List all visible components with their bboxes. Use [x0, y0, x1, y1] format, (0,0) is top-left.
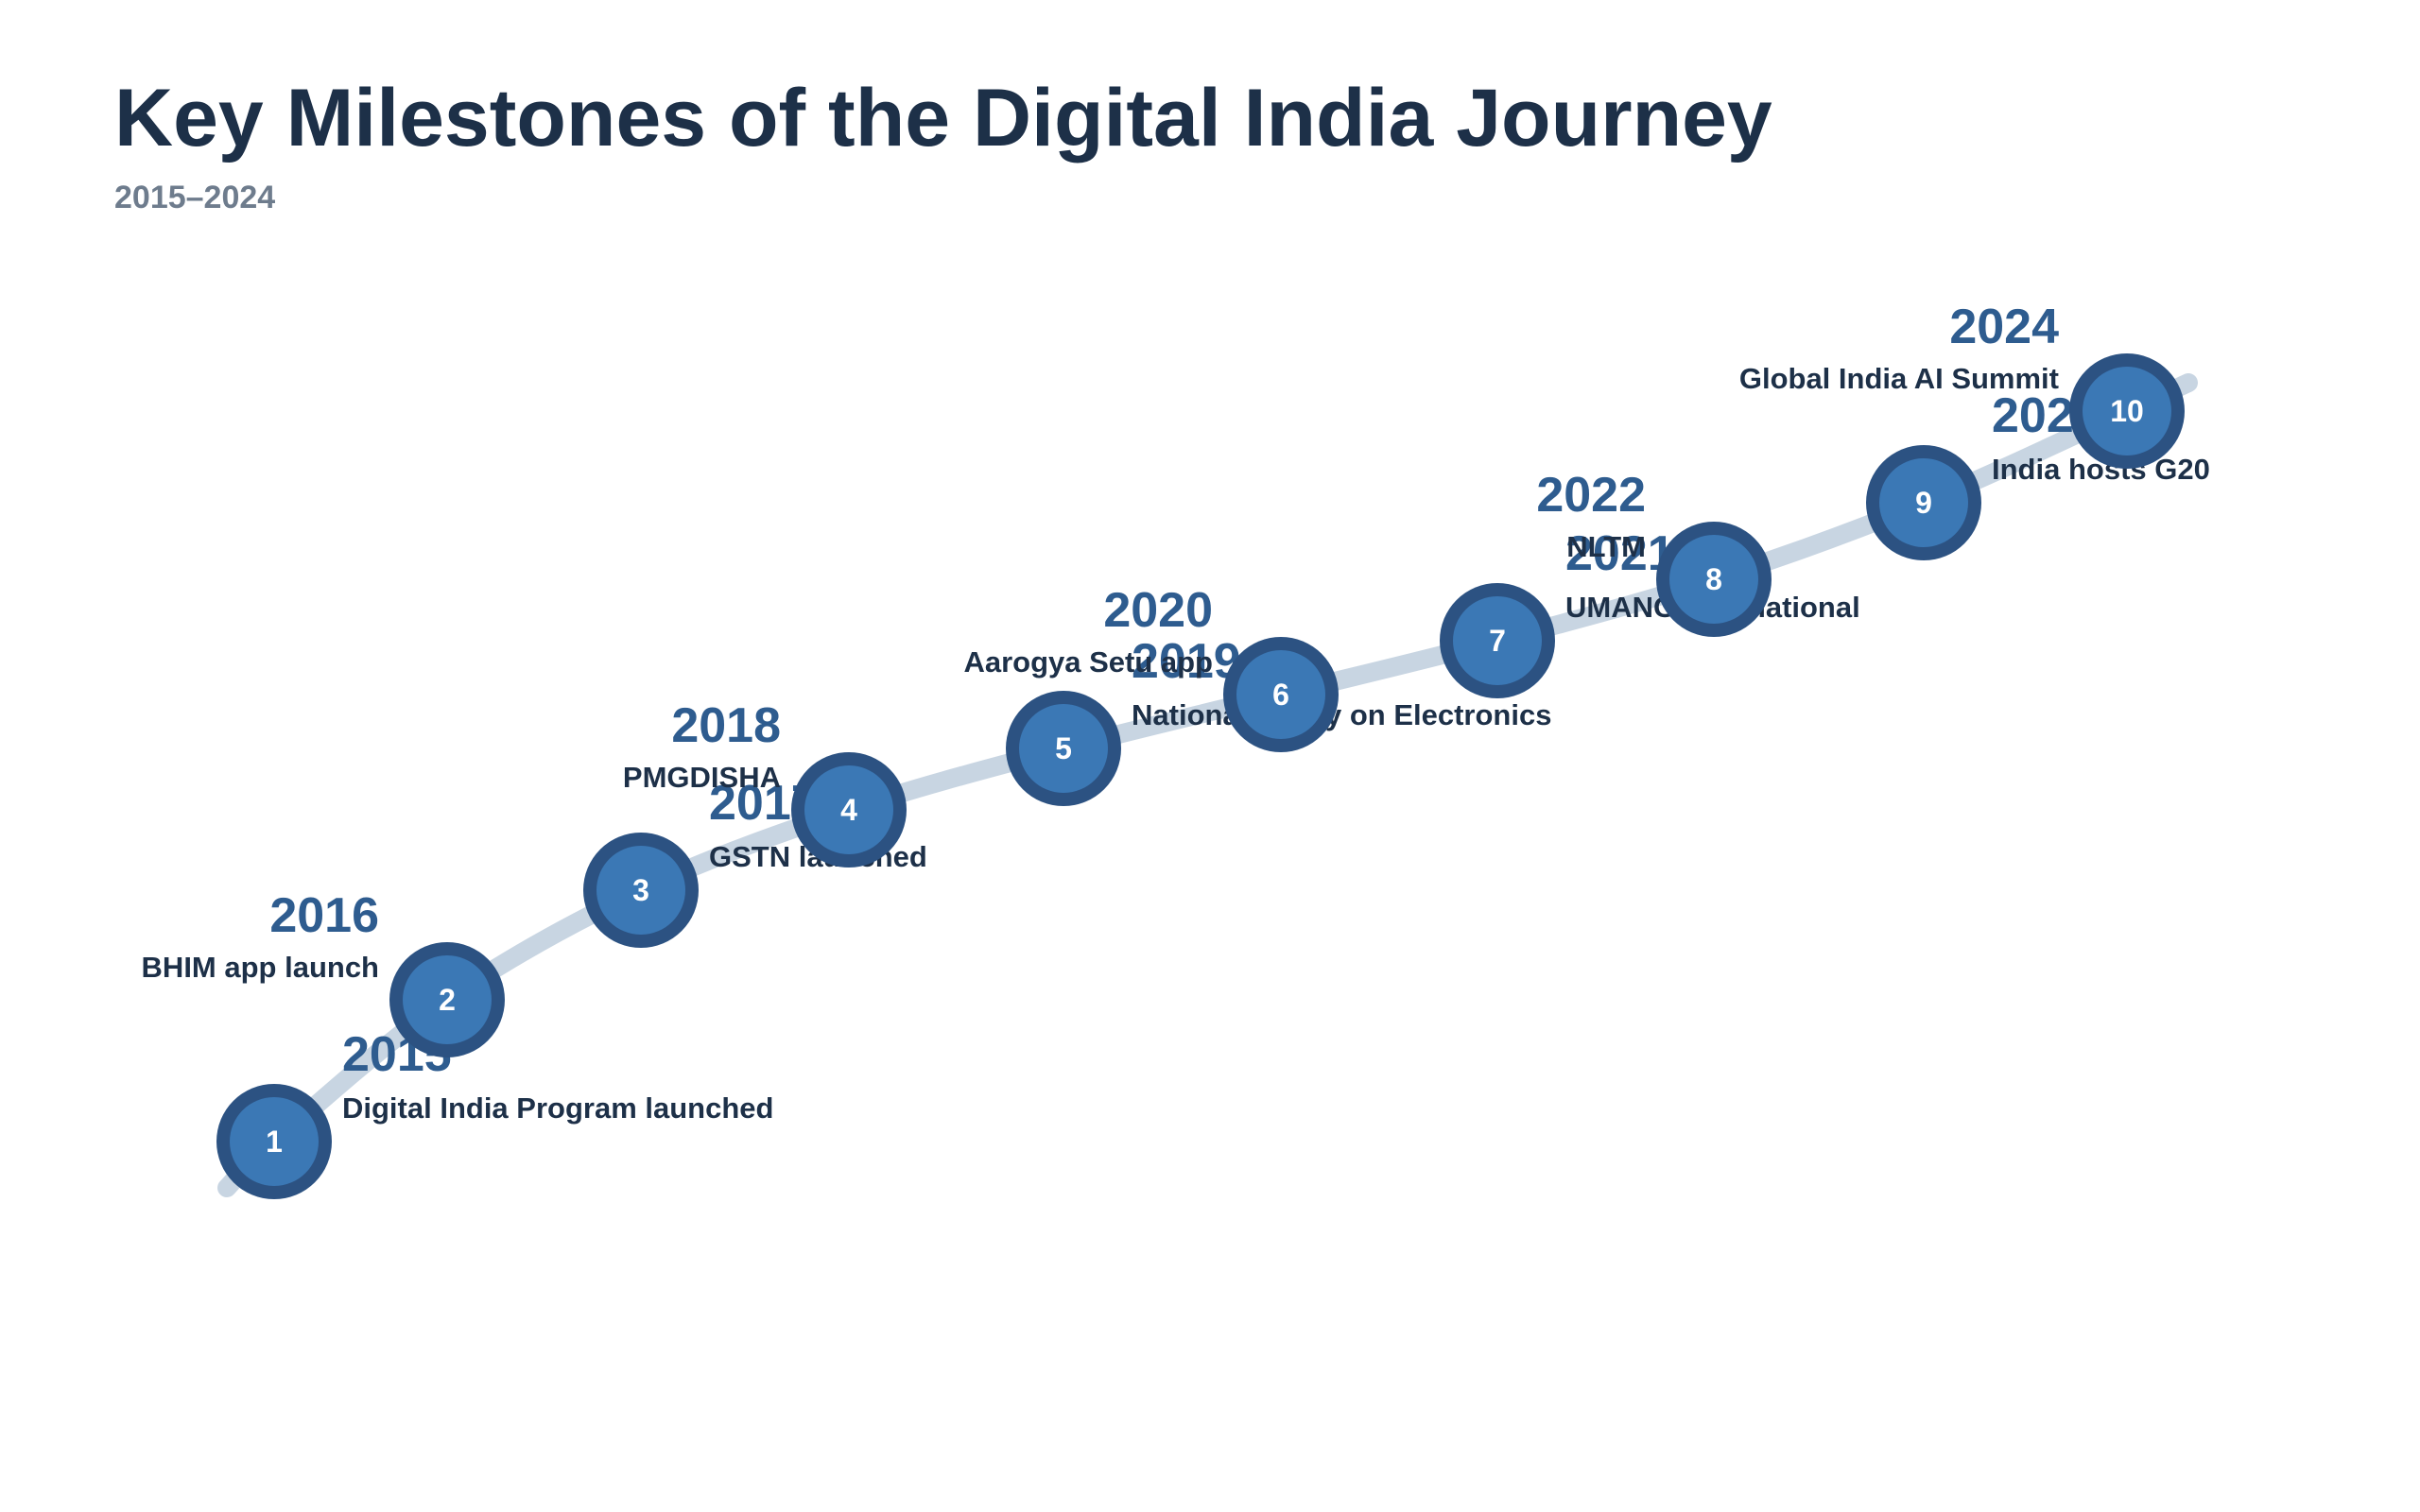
milestone-node-5: 5 [1006, 691, 1121, 806]
milestone-node-9: 9 [1866, 445, 1981, 560]
milestone-description: Global India AI Summit [1739, 362, 2059, 395]
milestone-label-10: 2024 Global India AI Summit [1739, 300, 2059, 395]
node-core [804, 765, 893, 854]
milestone-year: 2018 [671, 698, 781, 753]
milestone-description: PMGDISHA [623, 761, 781, 794]
milestone-node-8: 8 [1656, 522, 1772, 637]
milestone-number: 8 [1705, 562, 1722, 596]
node-core [230, 1097, 319, 1186]
page-subtitle: 2015–2024 [114, 180, 276, 215]
milestone-number: 10 [2110, 394, 2144, 428]
page-title: Key Milestones of the Digital India Jour… [114, 73, 1772, 163]
milestone-year: 2016 [269, 888, 379, 943]
node-core [1236, 650, 1325, 739]
milestone-number: 7 [1489, 624, 1506, 658]
milestone-year: 2021 [1565, 526, 1675, 581]
milestone-node-7: 7 [1440, 583, 1555, 698]
milestone-description: Aarogya Setu app [963, 645, 1213, 679]
milestone-label-4: 2018 PMGDISHA [623, 698, 781, 794]
milestone-number: 5 [1055, 731, 1072, 765]
node-core [1879, 458, 1968, 547]
milestone-nodes: 1 2 3 4 5 6 7 8 9 10 [216, 353, 2185, 1199]
milestone-number: 4 [840, 793, 857, 827]
milestone-year: 2022 [1536, 468, 1646, 523]
milestone-year: 2020 [1103, 583, 1213, 638]
milestone-description: NLTM [1566, 530, 1646, 563]
milestone-number: 3 [632, 873, 649, 907]
milestone-description: BHIM app launch [142, 951, 379, 984]
milestone-label-2: 2016 BHIM app launch [142, 888, 379, 984]
milestone-label-5: 2019 National Policy on Electronics [1132, 634, 1551, 731]
node-core [403, 955, 492, 1044]
milestone-node-3: 3 [583, 833, 699, 948]
milestone-label-8: 2022 NLTM [1536, 468, 1646, 563]
milestone-description: National Policy on Electronics [1132, 698, 1551, 731]
milestone-number: 1 [266, 1125, 283, 1159]
node-core [1453, 596, 1542, 685]
node-core [1669, 535, 1758, 624]
milestone-number: 6 [1272, 678, 1289, 712]
milestone-year: 2019 [1132, 634, 1241, 689]
milestone-number: 2 [439, 983, 456, 1017]
node-core [1019, 704, 1108, 793]
milestone-node-4: 4 [791, 752, 907, 868]
milestone-description: Digital India Program launched [342, 1091, 773, 1125]
node-core [2083, 367, 2171, 455]
node-core [596, 846, 685, 935]
milestone-label-6: 2020 Aarogya Setu app [963, 583, 1213, 679]
milestone-year: 2024 [1949, 300, 2059, 354]
milestone-node-2: 2 [389, 942, 505, 1057]
milestone-number: 9 [1915, 486, 1932, 520]
milestone-node-10: 10 [2069, 353, 2185, 469]
milestone-node-6: 6 [1223, 637, 1339, 752]
milestone-node-1: 1 [216, 1084, 332, 1199]
